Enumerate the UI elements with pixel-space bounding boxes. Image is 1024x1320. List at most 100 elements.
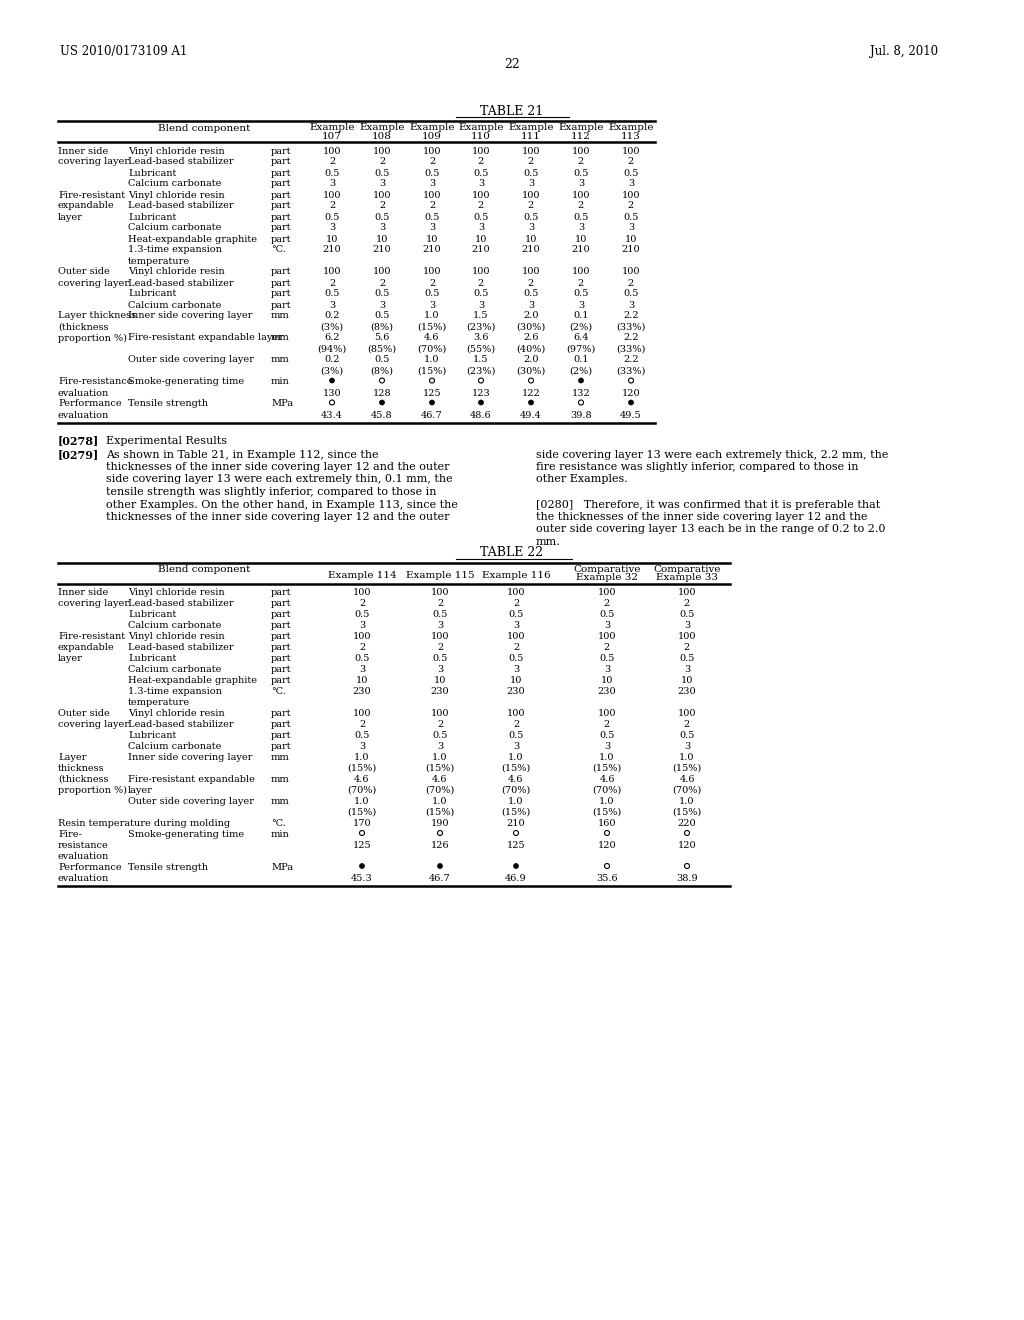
Text: (15%): (15%)	[418, 367, 446, 375]
Text: 46.7: 46.7	[421, 411, 442, 420]
Text: 3: 3	[628, 223, 634, 232]
Text: 10: 10	[475, 235, 487, 243]
Text: 2: 2	[628, 202, 634, 210]
Text: 1.0: 1.0	[432, 797, 447, 807]
Text: 100: 100	[571, 190, 590, 199]
Text: (2%): (2%)	[569, 367, 593, 375]
Text: 230: 230	[598, 686, 616, 696]
Text: 107: 107	[323, 132, 342, 141]
Text: part: part	[271, 157, 292, 166]
Text: 10: 10	[601, 676, 613, 685]
Text: part: part	[271, 610, 292, 619]
Text: 1.3-time expansion: 1.3-time expansion	[128, 246, 222, 255]
Text: 2: 2	[578, 157, 584, 166]
Text: 190: 190	[431, 818, 450, 828]
Text: 123: 123	[472, 388, 490, 397]
Text: 0.5: 0.5	[375, 169, 390, 177]
Text: fire resistance was slightly inferior, compared to those in: fire resistance was slightly inferior, c…	[536, 462, 858, 473]
Text: (30%): (30%)	[516, 322, 546, 331]
Text: 100: 100	[678, 632, 696, 642]
Text: Example 32: Example 32	[575, 573, 638, 582]
Text: (70%): (70%)	[502, 785, 530, 795]
Text: 113: 113	[622, 132, 641, 141]
Text: expandable: expandable	[58, 643, 115, 652]
Text: 122: 122	[521, 388, 541, 397]
Text: °C.: °C.	[271, 686, 286, 696]
Text: (8%): (8%)	[371, 322, 393, 331]
Text: 2: 2	[513, 719, 519, 729]
Text: (15%): (15%)	[418, 322, 446, 331]
Text: the thicknesses of the inner side covering layer 12 and the: the thicknesses of the inner side coveri…	[536, 512, 867, 521]
Text: 109: 109	[422, 132, 442, 141]
Text: 1.0: 1.0	[424, 355, 439, 364]
Text: 120: 120	[598, 841, 616, 850]
Text: 210: 210	[571, 246, 590, 255]
Text: TABLE 21: TABLE 21	[480, 106, 544, 117]
Text: 2: 2	[437, 643, 443, 652]
Text: 100: 100	[423, 190, 441, 199]
Text: 0.5: 0.5	[599, 610, 614, 619]
Text: Blend component: Blend component	[158, 124, 251, 133]
Text: Example 114: Example 114	[328, 570, 396, 579]
Text: covering layer: covering layer	[58, 599, 129, 609]
Text: evaluation: evaluation	[58, 411, 110, 420]
Text: 49.4: 49.4	[520, 411, 542, 420]
Text: part: part	[271, 223, 292, 232]
Text: side covering layer 13 were each extremely thin, 0.1 mm, the: side covering layer 13 were each extreme…	[106, 474, 453, 484]
Text: 210: 210	[507, 818, 525, 828]
Text: Comparative: Comparative	[573, 565, 641, 573]
Text: evaluation: evaluation	[58, 874, 110, 883]
Text: Example: Example	[558, 123, 604, 132]
Text: 3: 3	[478, 180, 484, 189]
Text: 3: 3	[578, 301, 584, 309]
Text: Layer: Layer	[58, 752, 86, 762]
Text: Lubricant: Lubricant	[128, 653, 176, 663]
Text: 0.5: 0.5	[354, 731, 370, 741]
Text: other Examples. On the other hand, in Example 113, since the: other Examples. On the other hand, in Ex…	[106, 499, 458, 510]
Text: 2: 2	[513, 643, 519, 652]
Text: 1.0: 1.0	[354, 752, 370, 762]
Text: 4.6: 4.6	[599, 775, 614, 784]
Text: 3.6: 3.6	[473, 334, 488, 342]
Text: Lubricant: Lubricant	[128, 289, 176, 298]
Text: Outer side: Outer side	[58, 268, 110, 276]
Text: (3%): (3%)	[321, 367, 344, 375]
Text: 0.5: 0.5	[354, 653, 370, 663]
Text: (8%): (8%)	[371, 367, 393, 375]
Text: 100: 100	[507, 632, 525, 642]
Text: 2: 2	[429, 202, 435, 210]
Text: (15%): (15%)	[425, 764, 455, 774]
Text: 3: 3	[429, 223, 435, 232]
Text: 3: 3	[684, 620, 690, 630]
Text: Lead-based stabilizer: Lead-based stabilizer	[128, 643, 233, 652]
Circle shape	[629, 400, 634, 405]
Text: (40%): (40%)	[516, 345, 546, 354]
Text: Lubricant: Lubricant	[128, 731, 176, 741]
Text: 100: 100	[431, 632, 450, 642]
Text: 210: 210	[521, 246, 541, 255]
Text: [0278]: [0278]	[58, 436, 99, 446]
Text: 0.5: 0.5	[573, 289, 589, 298]
Text: (70%): (70%)	[673, 785, 701, 795]
Text: 210: 210	[472, 246, 490, 255]
Text: Example: Example	[459, 123, 504, 132]
Text: 3: 3	[437, 620, 443, 630]
Text: Example 116: Example 116	[481, 570, 550, 579]
Text: (3%): (3%)	[321, 322, 344, 331]
Text: 100: 100	[431, 709, 450, 718]
Text: 111: 111	[521, 132, 541, 141]
Text: Example: Example	[410, 123, 455, 132]
Text: 100: 100	[507, 709, 525, 718]
Text: part: part	[271, 599, 292, 609]
Text: 1.0: 1.0	[424, 312, 439, 321]
Text: part: part	[271, 620, 292, 630]
Text: 0.5: 0.5	[432, 610, 447, 619]
Text: 3: 3	[329, 223, 335, 232]
Text: 108: 108	[372, 132, 392, 141]
Text: 3: 3	[513, 620, 519, 630]
Text: 3: 3	[513, 742, 519, 751]
Circle shape	[579, 378, 584, 383]
Text: 100: 100	[423, 147, 441, 156]
Text: 0.5: 0.5	[573, 213, 589, 222]
Text: Fire-: Fire-	[58, 830, 82, 840]
